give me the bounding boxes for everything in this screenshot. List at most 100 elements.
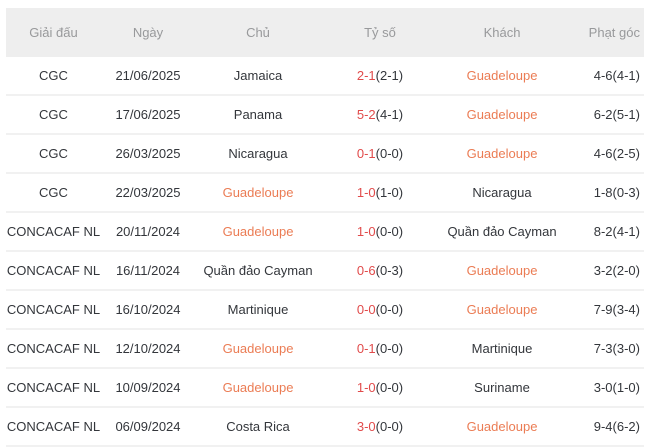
- home-team-cell: Guadeloupe: [194, 173, 322, 213]
- halftime-score: (0-3): [375, 263, 404, 278]
- halftime-score: (0-0): [375, 380, 404, 395]
- match-row: CGC 17/06/2025 Panama 5-2(4-1) Guadeloup…: [6, 95, 644, 135]
- date-cell: 10/09/2024: [102, 368, 194, 408]
- home-team-cell: Guadeloupe: [194, 329, 322, 369]
- fulltime-score: 1-0: [356, 185, 376, 200]
- away-team-cell: Nicaragua: [438, 173, 566, 213]
- halftime-score: (0-0): [375, 341, 404, 356]
- home-team-cell: Costa Rica: [194, 407, 322, 447]
- away-team-cell: Guadeloupe: [438, 290, 566, 330]
- away-team-cell: Guadeloupe: [438, 95, 566, 135]
- away-team-cell: Guadeloupe: [438, 407, 566, 447]
- corners-cell: 4-6(2-5): [566, 134, 644, 174]
- score-cell: 3-0(0-0): [322, 407, 438, 447]
- fulltime-score: 2-1: [356, 68, 376, 83]
- match-row: CONCACAF NL 10/09/2024 Guadeloupe 1-0(0-…: [6, 368, 644, 408]
- corners-cell: 7-9(3-4): [566, 290, 644, 330]
- fulltime-score: 1-0: [356, 380, 376, 395]
- date-cell: 16/10/2024: [102, 290, 194, 330]
- score-cell: 1-0(1-0): [322, 173, 438, 213]
- match-rows: CGC 21/06/2025 Jamaica 2-1(2-1) Guadelou…: [6, 57, 644, 447]
- halftime-score: (1-0): [375, 185, 404, 200]
- header-row: Giải đấu Ngày Chủ Tỷ số Khách Phạt góc: [6, 8, 644, 57]
- away-team-cell: Guadeloupe: [438, 134, 566, 174]
- date-cell: 06/09/2024: [102, 407, 194, 447]
- halftime-score: (2-1): [375, 68, 404, 83]
- home-team-cell: Quần đảo Cayman: [194, 251, 322, 291]
- date-cell: 22/03/2025: [102, 173, 194, 213]
- home-team-cell: Guadeloupe: [194, 212, 322, 252]
- league-cell: CONCACAF NL: [6, 329, 102, 369]
- fulltime-score: 0-1: [356, 341, 376, 356]
- header-date: Ngày: [102, 8, 194, 57]
- fulltime-score: 0-1: [356, 146, 376, 161]
- league-cell: CONCACAF NL: [6, 290, 102, 330]
- league-cell: CONCACAF NL: [6, 407, 102, 447]
- home-team-cell: Martinique: [194, 290, 322, 330]
- league-cell: CONCACAF NL: [6, 251, 102, 291]
- match-row: CGC 21/06/2025 Jamaica 2-1(2-1) Guadelou…: [6, 57, 644, 96]
- date-cell: 20/11/2024: [102, 212, 194, 252]
- match-row: CGC 22/03/2025 Guadeloupe 1-0(1-0) Nicar…: [6, 173, 644, 213]
- halftime-score: (0-0): [375, 224, 404, 239]
- header-home-team: Chủ: [194, 8, 322, 57]
- corners-cell: 1-8(0-3): [566, 173, 644, 213]
- league-cell: CONCACAF NL: [6, 368, 102, 408]
- score-cell: 5-2(4-1): [322, 95, 438, 135]
- league-cell: CGC: [6, 173, 102, 213]
- match-row: CGC 26/03/2025 Nicaragua 0-1(0-0) Guadel…: [6, 134, 644, 174]
- score-cell: 1-0(0-0): [322, 368, 438, 408]
- home-team-cell: Panama: [194, 95, 322, 135]
- away-team-cell: Quần đảo Cayman: [438, 212, 566, 252]
- score-cell: 0-0(0-0): [322, 290, 438, 330]
- league-cell: CONCACAF NL: [6, 212, 102, 252]
- halftime-score: (0-0): [375, 302, 404, 317]
- header-corners: Phạt góc: [566, 8, 644, 57]
- match-row: CONCACAF NL 16/10/2024 Martinique 0-0(0-…: [6, 290, 644, 330]
- header-score: Tỷ số: [322, 8, 438, 57]
- match-row: CONCACAF NL 12/10/2024 Guadeloupe 0-1(0-…: [6, 329, 644, 369]
- date-cell: 21/06/2025: [102, 57, 194, 96]
- away-team-cell: Guadeloupe: [438, 57, 566, 96]
- fulltime-score: 3-0: [356, 419, 376, 434]
- fulltime-score: 0-0: [356, 302, 376, 317]
- score-cell: 0-1(0-0): [322, 329, 438, 369]
- corners-cell: 3-2(2-0): [566, 251, 644, 291]
- date-cell: 17/06/2025: [102, 95, 194, 135]
- corners-cell: 7-3(3-0): [566, 329, 644, 369]
- corners-cell: 8-2(4-1): [566, 212, 644, 252]
- score-cell: 2-1(2-1): [322, 57, 438, 96]
- halftime-score: (4-1): [375, 107, 404, 122]
- home-team-cell: Nicaragua: [194, 134, 322, 174]
- league-cell: CGC: [6, 57, 102, 96]
- match-row: CONCACAF NL 16/11/2024 Quần đảo Cayman 0…: [6, 251, 644, 291]
- away-team-cell: Suriname: [438, 368, 566, 408]
- corners-cell: 4-6(4-1): [566, 57, 644, 96]
- fulltime-score: 1-0: [356, 224, 376, 239]
- halftime-score: (0-0): [375, 419, 404, 434]
- match-history-table: Giải đấu Ngày Chủ Tỷ số Khách Phạt góc C…: [6, 8, 644, 447]
- score-cell: 1-0(0-0): [322, 212, 438, 252]
- header-league: Giải đấu: [6, 8, 102, 57]
- corners-cell: 3-0(1-0): [566, 368, 644, 408]
- header-away-team: Khách: [438, 8, 566, 57]
- score-cell: 0-1(0-0): [322, 134, 438, 174]
- score-cell: 0-6(0-3): [322, 251, 438, 291]
- match-row: CONCACAF NL 20/11/2024 Guadeloupe 1-0(0-…: [6, 212, 644, 252]
- date-cell: 12/10/2024: [102, 329, 194, 369]
- date-cell: 16/11/2024: [102, 251, 194, 291]
- away-team-cell: Martinique: [438, 329, 566, 369]
- corners-cell: 6-2(5-1): [566, 95, 644, 135]
- match-row: CONCACAF NL 06/09/2024 Costa Rica 3-0(0-…: [6, 407, 644, 447]
- date-cell: 26/03/2025: [102, 134, 194, 174]
- home-team-cell: Jamaica: [194, 57, 322, 96]
- fulltime-score: 0-6: [356, 263, 376, 278]
- fulltime-score: 5-2: [356, 107, 376, 122]
- league-cell: CGC: [6, 134, 102, 174]
- league-cell: CGC: [6, 95, 102, 135]
- home-team-cell: Guadeloupe: [194, 368, 322, 408]
- corners-cell: 9-4(6-2): [566, 407, 644, 447]
- halftime-score: (0-0): [375, 146, 404, 161]
- away-team-cell: Guadeloupe: [438, 251, 566, 291]
